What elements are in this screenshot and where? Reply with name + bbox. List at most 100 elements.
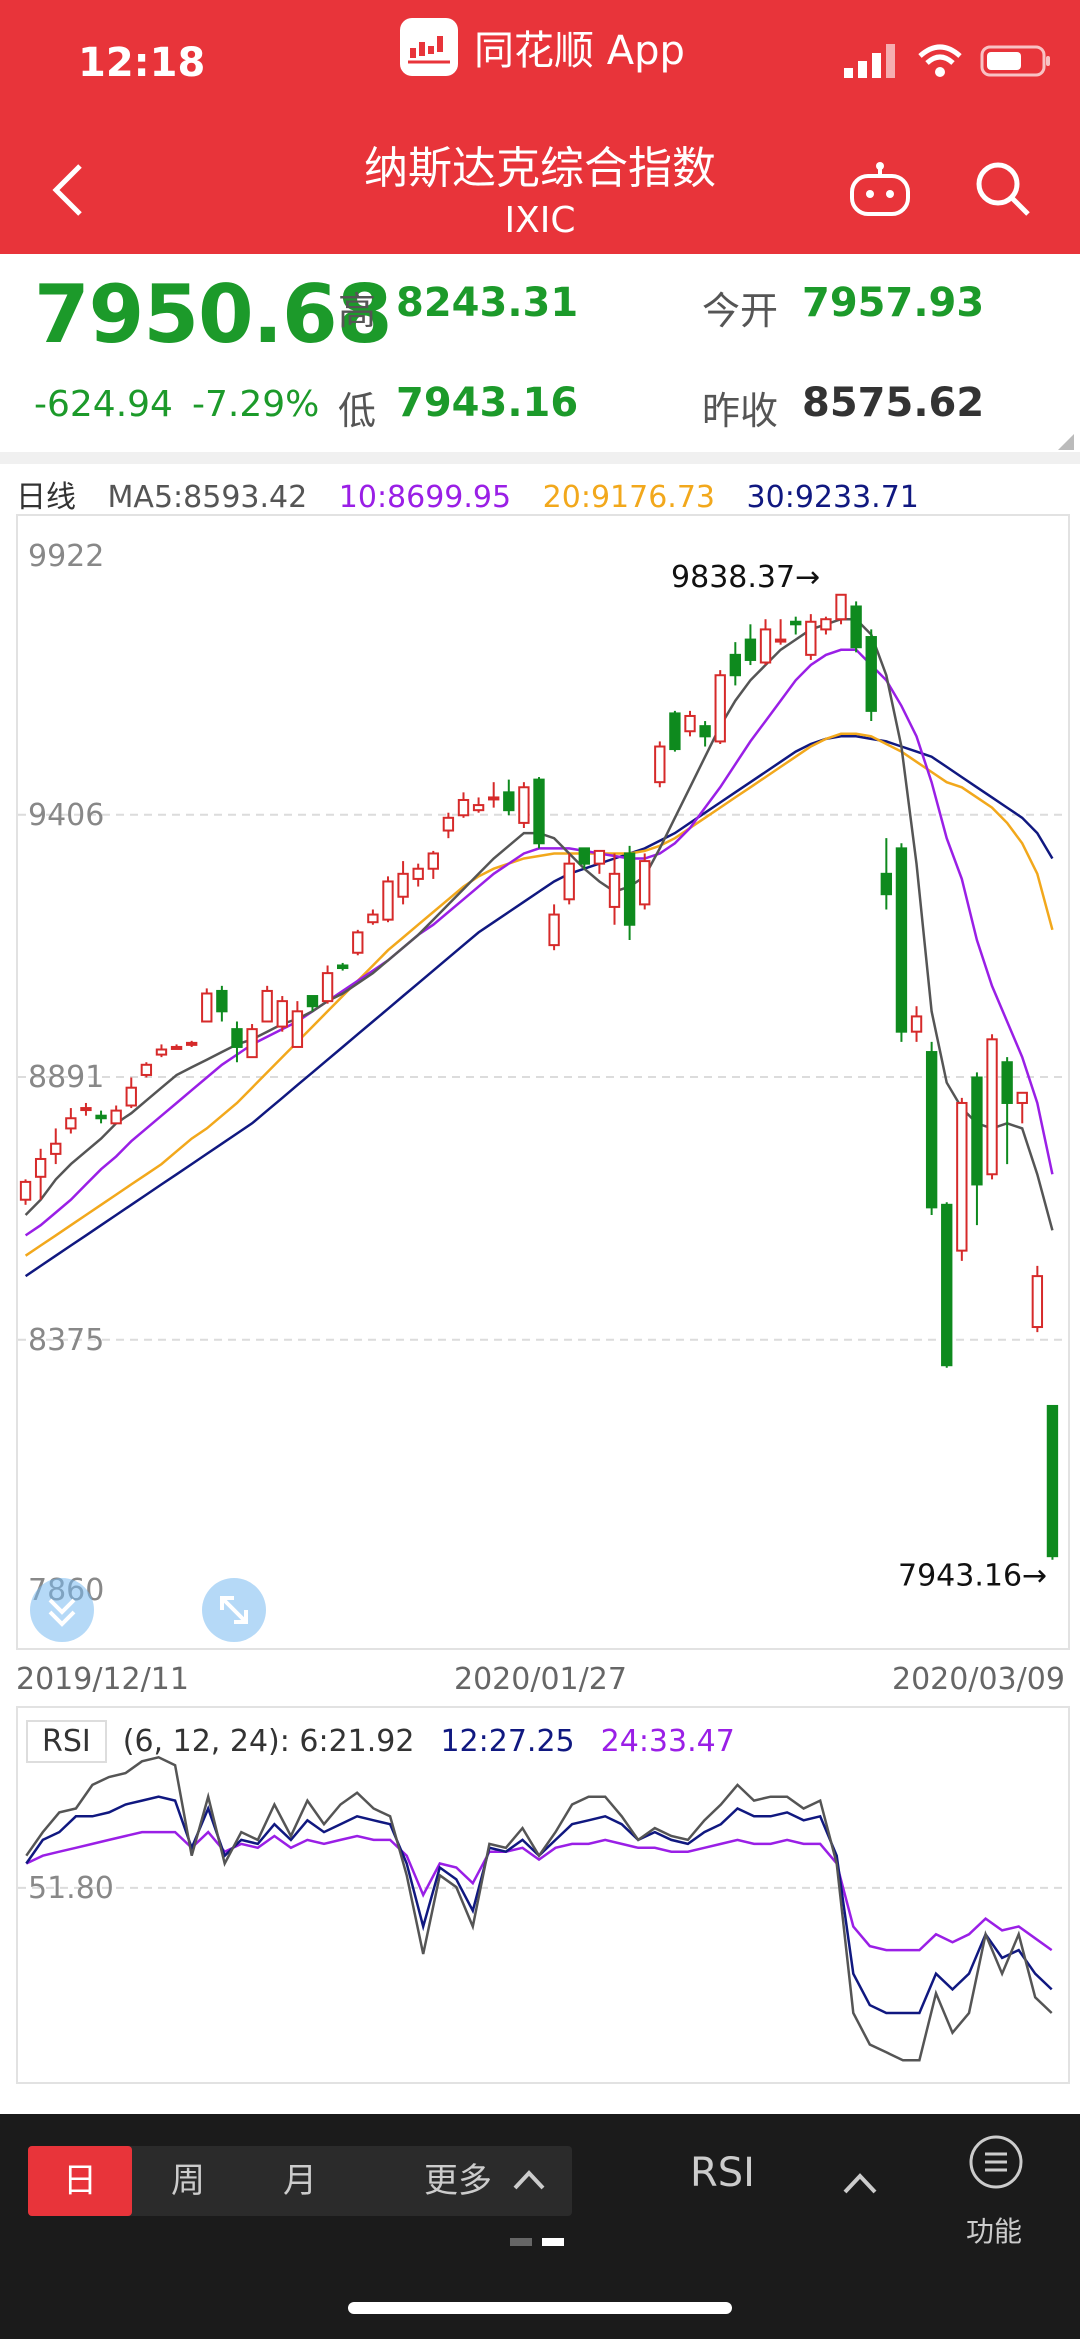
- candle-body: [216, 989, 228, 1013]
- candle-body: [910, 1015, 923, 1033]
- candle: [1046, 1404, 1059, 1560]
- candle: [321, 965, 334, 1004]
- candle-body: [548, 913, 560, 947]
- period-week-button[interactable]: 周: [171, 2161, 205, 2201]
- candle-body: [321, 972, 334, 1003]
- candle-body: [457, 798, 470, 817]
- price-change: -624.94: [34, 384, 173, 425]
- period-day-button[interactable]: 日: [28, 2146, 132, 2216]
- rsi-tag[interactable]: RSI: [26, 1720, 107, 1763]
- app-header: 12:18 同花顺 App: [0, 0, 1080, 254]
- candle: [412, 863, 424, 887]
- rsi-line-rsi6: [25, 1755, 1053, 2062]
- menu-circle-icon[interactable]: [968, 2134, 1024, 2190]
- candle: [608, 853, 621, 925]
- y-tick-label: 8891: [28, 1060, 104, 1095]
- candle: [563, 853, 575, 905]
- ma10-line: [24, 648, 1054, 1237]
- candle-body: [276, 1000, 288, 1028]
- x-label-mid: 2020/01/27: [454, 1662, 627, 1697]
- candle: [774, 619, 787, 645]
- indicator-button[interactable]: RSI: [690, 2150, 755, 2196]
- candle: [488, 782, 500, 808]
- period-more-button[interactable]: 更多: [424, 2161, 492, 2201]
- app-logo-icon: [400, 18, 458, 76]
- candle: [759, 619, 772, 666]
- candle-body: [941, 1203, 953, 1367]
- candle-body: [835, 593, 847, 621]
- low-annotation: 7943.16→: [898, 1559, 1047, 1594]
- ma-legend: 日线 MA5:8593.42 10:8699.95 20:9176.73 30:…: [16, 472, 941, 516]
- status-time: 12:18: [78, 40, 206, 86]
- candle: [956, 1097, 968, 1261]
- candle: [895, 843, 908, 1042]
- candle: [306, 995, 319, 1012]
- func-label[interactable]: 功能: [966, 2215, 1023, 2248]
- period-month-button[interactable]: 月: [283, 2161, 317, 2201]
- candle-body: [623, 852, 636, 926]
- collapse-fab-icon[interactable]: [30, 1578, 94, 1642]
- candle: [110, 1105, 122, 1125]
- back-arrow-icon[interactable]: [44, 160, 94, 220]
- candle-body: [533, 778, 545, 845]
- kline-chart[interactable]: 992294068891837578609838.37→7943.16→: [16, 514, 1070, 1650]
- home-indicator: [348, 2302, 732, 2314]
- last-price: 7950.68: [34, 268, 392, 361]
- rsi-chart[interactable]: 51.80: [16, 1706, 1070, 2084]
- candle-body: [246, 1028, 258, 1059]
- candle-body: [654, 745, 666, 784]
- y-tick-label: 8375: [28, 1323, 104, 1358]
- candle-body: [699, 725, 711, 738]
- candle: [880, 838, 893, 910]
- indicator-chevron-up-icon[interactable]: [842, 2170, 878, 2196]
- candle: [442, 812, 455, 839]
- candle: [699, 721, 711, 747]
- candle: [910, 1006, 923, 1042]
- robot-assistant-icon[interactable]: [848, 162, 912, 218]
- candle-body: [170, 1045, 183, 1050]
- candle: [382, 876, 394, 923]
- candle-body: [306, 995, 319, 1008]
- candle-body: [201, 992, 213, 1023]
- candle: [246, 1024, 258, 1059]
- candle: [185, 1040, 198, 1047]
- more-chevron-up-icon[interactable]: [512, 2168, 546, 2192]
- candle: [155, 1044, 168, 1058]
- candle-body: [19, 1180, 32, 1201]
- candle: [140, 1062, 153, 1078]
- open-label: 今开: [702, 289, 779, 333]
- search-icon[interactable]: [974, 160, 1032, 218]
- fullscreen-fab-icon[interactable]: [202, 1578, 266, 1642]
- candle-body: [472, 804, 485, 812]
- candle-body: [1001, 1061, 1013, 1104]
- candle: [548, 904, 560, 951]
- x-label-start: 2019/12/11: [16, 1662, 189, 1697]
- app-switcher[interactable]: 同花顺 App: [400, 18, 685, 76]
- candle-body: [185, 1041, 198, 1046]
- ma20-label: 20:9176.73: [542, 480, 715, 515]
- candle: [835, 593, 847, 625]
- candle: [684, 710, 696, 737]
- ma20-line: [24, 732, 1054, 1257]
- candle-body: [729, 653, 742, 677]
- page-title: 纳斯达克综合指数: [364, 143, 716, 194]
- low-label: 低: [338, 389, 377, 433]
- candle-body: [1016, 1091, 1028, 1104]
- signal-icon: [844, 44, 895, 78]
- candle: [593, 849, 606, 874]
- open-value: 7957.93: [802, 280, 985, 326]
- rsi-params: (6, 12, 24): 6:21.92: [122, 1724, 415, 1759]
- low-value: 7943.16: [396, 380, 579, 426]
- candle-body: [50, 1142, 62, 1155]
- high-label: 高: [338, 289, 377, 333]
- candle-body: [790, 620, 802, 626]
- expand-corner-icon[interactable]: [1058, 434, 1074, 450]
- candle: [578, 847, 590, 869]
- candle: [1031, 1265, 1044, 1333]
- candle-body: [956, 1101, 968, 1252]
- rsi-svg: 51.80: [18, 1755, 1068, 2062]
- y-tick-label: 9406: [28, 798, 104, 833]
- candle-body: [895, 847, 908, 1033]
- candle: [80, 1102, 92, 1116]
- candle: [170, 1044, 183, 1050]
